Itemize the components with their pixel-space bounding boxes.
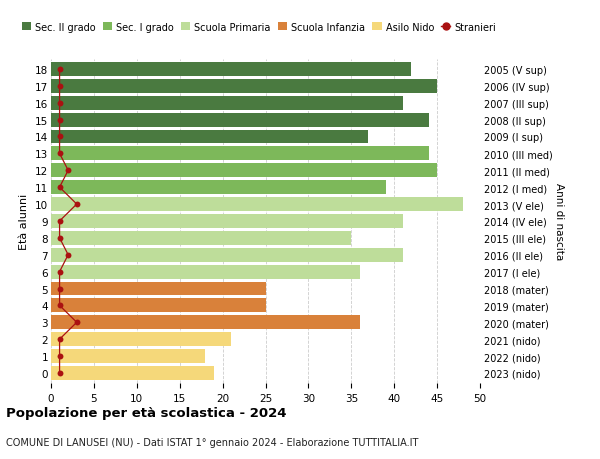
Text: Popolazione per età scolastica - 2024: Popolazione per età scolastica - 2024 bbox=[6, 406, 287, 419]
Point bbox=[55, 83, 64, 90]
Point bbox=[72, 201, 82, 208]
Bar bbox=[51, 198, 463, 212]
Bar bbox=[51, 181, 386, 195]
Bar bbox=[51, 366, 214, 380]
Bar bbox=[51, 147, 428, 161]
Point bbox=[55, 269, 64, 276]
Point bbox=[72, 319, 82, 326]
Point bbox=[64, 167, 73, 174]
Point bbox=[55, 100, 64, 107]
Point bbox=[55, 302, 64, 309]
Bar bbox=[51, 282, 265, 296]
Point bbox=[55, 66, 64, 73]
Bar bbox=[51, 113, 428, 127]
Legend: Sec. II grado, Sec. I grado, Scuola Primaria, Scuola Infanzia, Asilo Nido, Stran: Sec. II grado, Sec. I grado, Scuola Prim… bbox=[22, 22, 496, 33]
Bar bbox=[51, 248, 403, 262]
Point bbox=[55, 285, 64, 292]
Point bbox=[55, 235, 64, 242]
Bar bbox=[51, 332, 231, 347]
Bar bbox=[51, 214, 403, 229]
Bar bbox=[51, 265, 360, 279]
Bar bbox=[51, 80, 437, 94]
Bar bbox=[51, 231, 352, 245]
Point bbox=[55, 369, 64, 377]
Point bbox=[55, 218, 64, 225]
Point bbox=[64, 252, 73, 259]
Bar bbox=[51, 349, 205, 363]
Bar bbox=[51, 299, 265, 313]
Point bbox=[55, 117, 64, 124]
Bar bbox=[51, 63, 412, 77]
Bar bbox=[51, 316, 360, 330]
Y-axis label: Età alunni: Età alunni bbox=[19, 193, 29, 250]
Text: COMUNE DI LANUSEI (NU) - Dati ISTAT 1° gennaio 2024 - Elaborazione TUTTITALIA.IT: COMUNE DI LANUSEI (NU) - Dati ISTAT 1° g… bbox=[6, 437, 418, 447]
Point bbox=[55, 336, 64, 343]
Point bbox=[55, 151, 64, 158]
Point bbox=[55, 134, 64, 141]
Bar bbox=[51, 130, 368, 144]
Point bbox=[55, 353, 64, 360]
Point bbox=[55, 184, 64, 191]
Bar bbox=[51, 164, 437, 178]
Bar bbox=[51, 96, 403, 111]
Y-axis label: Anni di nascita: Anni di nascita bbox=[554, 183, 564, 260]
